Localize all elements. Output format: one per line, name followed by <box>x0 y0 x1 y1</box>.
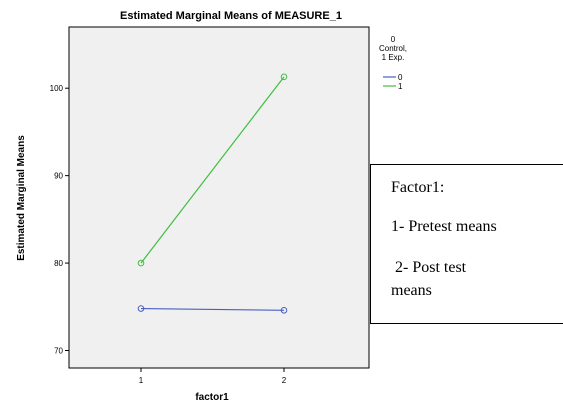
legend-title-line-1: 0 <box>391 35 396 44</box>
series-1-point-0 <box>137 259 145 267</box>
note-posttest-cont: means <box>391 282 432 299</box>
legend-entries: 01 <box>383 73 403 91</box>
legend-label-0: 0 <box>398 73 403 82</box>
x-tick-label-0: 1 <box>139 376 144 385</box>
y-axis: 70 80 90 100 <box>50 84 69 356</box>
x-tick-label-1: 2 <box>282 376 287 385</box>
note-posttest: 2- Post test <box>395 259 467 276</box>
series-0-point-1 <box>280 306 288 314</box>
chart-title: Estimated Marginal Means of MEASURE_1 <box>120 10 342 22</box>
y-tick-label-3: 100 <box>50 84 64 93</box>
plot-area <box>68 26 370 369</box>
series-1-point-1 <box>280 73 288 81</box>
legend-label-1: 1 <box>398 82 403 91</box>
y-tick-label-0: 70 <box>54 347 63 356</box>
factor-note-box: Factor1: 1- Pretest means 2- Post test m… <box>370 164 563 324</box>
y-tick-label-2: 90 <box>54 172 63 181</box>
note-heading: Factor1: <box>391 179 445 196</box>
series-0-point-0 <box>137 305 145 312</box>
series-line-0 <box>140 307 285 311</box>
y-tick-label-1: 80 <box>54 259 63 268</box>
x-axis-title: factor1 <box>195 392 229 403</box>
series-layer <box>137 73 288 314</box>
legend: 0 Control, 1 Exp. 01 <box>379 35 407 91</box>
series-line-1 <box>140 76 285 264</box>
note-pretest: 1- Pretest means <box>391 218 497 235</box>
legend-title-line-2: Control, <box>379 44 407 53</box>
legend-title-line-3: 1 Exp. <box>382 53 405 62</box>
y-axis-title: Estimated Marginal Means <box>16 135 27 261</box>
